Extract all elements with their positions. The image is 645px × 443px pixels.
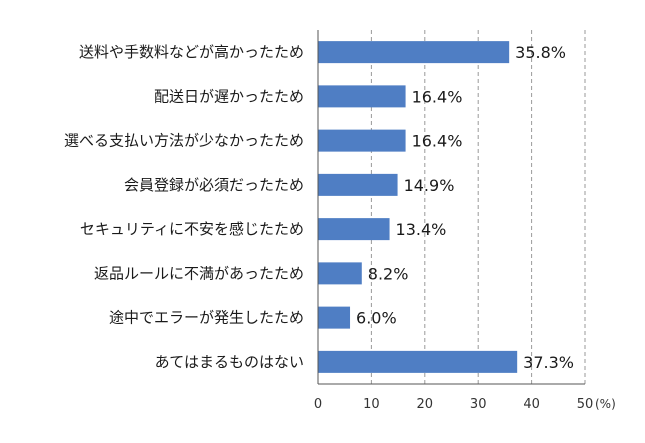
x-tick-label-40: 40	[523, 397, 540, 412]
label-layer: 送料や手数料などが高かったため 35.8% 配送日が遅かったため 16.4% 選べる支払…	[64, 43, 616, 412]
bar-0	[318, 41, 510, 64]
x-tick-label-20: 20	[417, 397, 434, 412]
grid-layer	[370, 30, 586, 384]
value-label-7: 37.3%	[523, 353, 574, 372]
bar-6	[318, 306, 351, 329]
x-tick-label-0: 0	[314, 397, 322, 412]
x-unit-label: (%)	[595, 397, 616, 411]
bar-3	[318, 173, 398, 196]
bar-5	[318, 262, 362, 285]
bar-2	[318, 129, 406, 152]
category-label-4: セキュリティに不安を感じたため	[80, 220, 304, 238]
value-label-5: 8.2%	[368, 264, 409, 283]
value-label-2: 16.4%	[412, 132, 463, 151]
x-tick-label-50: 50	[577, 397, 594, 412]
bar-4	[318, 218, 390, 241]
category-label-1: 配送日が遅かったため	[154, 87, 304, 105]
value-label-6: 6.0%	[356, 309, 397, 328]
category-label-6: 途中でエラーが発生したため	[109, 309, 304, 327]
x-tick-label-30: 30	[470, 397, 487, 412]
category-label-3: 会員登録が必須だったため	[124, 176, 304, 194]
category-label-7: あてはまるものはない	[155, 353, 304, 371]
bar-1	[318, 85, 406, 108]
value-label-1: 16.4%	[412, 87, 463, 106]
bar-layer	[318, 41, 518, 373]
value-label-0: 35.8%	[515, 43, 566, 62]
category-label-2: 選べる支払い方法が少なかったため	[64, 132, 304, 150]
axis-layer	[317, 30, 585, 385]
category-label-0: 送料や手数料などが高かったため	[79, 43, 304, 61]
x-tick-label-10: 10	[363, 397, 380, 412]
value-label-3: 14.9%	[404, 176, 455, 195]
value-label-4: 13.4%	[396, 220, 447, 239]
category-label-5: 返品ルールに不満があったため	[94, 264, 304, 282]
bar-7	[318, 350, 518, 373]
